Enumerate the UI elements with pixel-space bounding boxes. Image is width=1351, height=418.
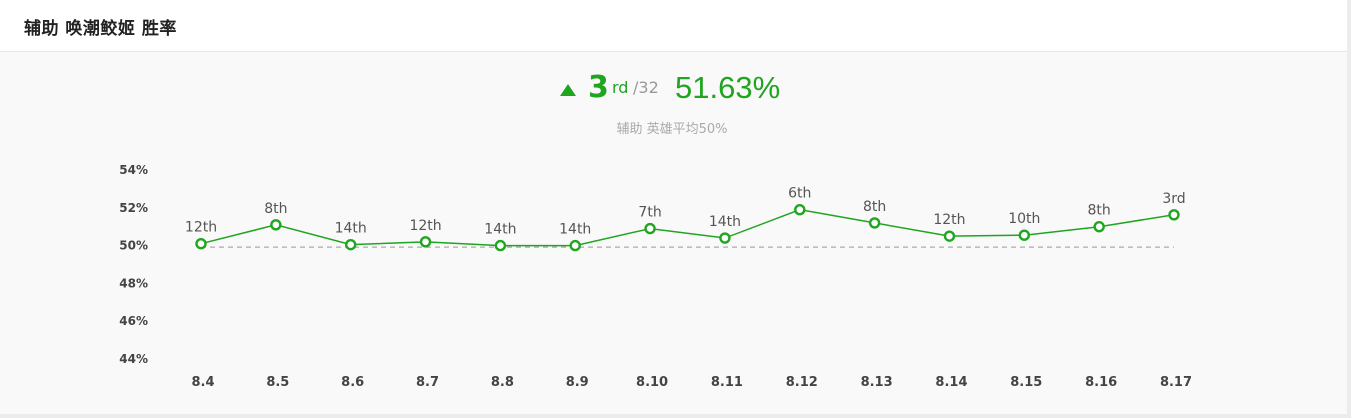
data-point[interactable] (1018, 229, 1031, 241)
data-point[interactable] (1168, 209, 1180, 221)
data-point[interactable] (868, 217, 881, 229)
x-tick-label: 8.12 (786, 375, 818, 390)
x-tick-label: 8.7 (416, 375, 439, 390)
y-axis-ticks: 54% 52% 50% 48% 46% 44% (119, 163, 148, 366)
rank-number: 3 (588, 70, 609, 105)
rank-label: 14th (335, 221, 367, 237)
x-tick-label: 8.6 (341, 375, 364, 390)
y-tick-label: 48% (119, 276, 148, 290)
rank-summary: 3 rd /32 51.63% (0, 64, 1347, 114)
data-point[interactable] (195, 238, 207, 250)
rank-label: 8th (863, 199, 886, 215)
winrate-line-chart: 54% 52% 50% 48% 46% 44% 8.4 8.5 8.6 8.7 8.8 8.9 8.1… (119, 163, 1192, 390)
rank-label: 12th (933, 212, 965, 228)
rank-total: /32 (633, 78, 659, 97)
rank-label: 14th (559, 222, 591, 238)
x-tick-label: 8.16 (1085, 375, 1117, 390)
data-points (195, 203, 1180, 252)
data-point[interactable] (794, 203, 806, 216)
data-point[interactable] (419, 236, 432, 248)
y-tick-label: 50% (119, 239, 148, 253)
rank-suffix: rd (612, 78, 629, 97)
x-tick-label: 8.13 (861, 375, 893, 390)
x-tick-label: 8.9 (566, 375, 589, 390)
rank-label: 3rd (1162, 191, 1185, 207)
x-tick-label: 8.11 (711, 375, 743, 390)
rank-label: 12th (185, 220, 217, 236)
rank-labels: 12th 8th 14th 12th 14th 14th 7th 14th 6th 8th 12th… (185, 186, 1186, 238)
average-subtitle: 辅助 英雄平均50% (616, 122, 728, 137)
x-tick-label: 8.10 (636, 375, 668, 390)
x-tick-label: 8.17 (1160, 375, 1192, 390)
rank-label: 14th (484, 222, 516, 238)
series-line (200, 208, 1175, 247)
rank-label: 10th (1008, 211, 1040, 227)
x-tick-label: 8.5 (266, 375, 289, 390)
data-point[interactable] (494, 239, 507, 252)
data-point[interactable] (344, 238, 357, 251)
x-tick-label: 8.15 (1010, 375, 1042, 390)
winrate-value: 51.63% (675, 70, 781, 105)
data-point[interactable] (644, 222, 656, 235)
panel-header: 辅助 唤潮鲛姬 胜率 (0, 0, 1347, 52)
data-point[interactable] (719, 232, 731, 244)
y-tick-label: 54% (119, 163, 148, 177)
y-tick-label: 46% (119, 314, 148, 328)
rank-label: 7th (638, 205, 661, 221)
x-tick-label: 8.4 (191, 375, 214, 390)
rank-label: 8th (264, 201, 287, 217)
rank-label: 6th (788, 186, 811, 202)
rank-label: 14th (709, 214, 741, 230)
data-point[interactable] (569, 239, 581, 252)
winrate-series (200, 208, 1175, 247)
data-point[interactable] (1093, 220, 1105, 233)
y-tick-label: 44% (119, 352, 148, 366)
x-tick-label: 8.14 (935, 375, 967, 390)
y-tick-label: 52% (119, 201, 148, 215)
data-point[interactable] (270, 219, 282, 231)
x-tick-label: 8.8 (491, 375, 514, 390)
panel-title: 辅助 唤潮鲛姬 胜率 (24, 19, 177, 39)
rank-label: 12th (409, 218, 441, 234)
triangle-up-icon (560, 84, 576, 96)
data-point[interactable] (943, 230, 956, 242)
rank-label: 8th (1088, 203, 1111, 219)
x-axis-ticks: 8.4 8.5 8.6 8.7 8.8 8.9 8.10 8.11 8.12 8.13 8.14 8.… (191, 375, 1192, 390)
